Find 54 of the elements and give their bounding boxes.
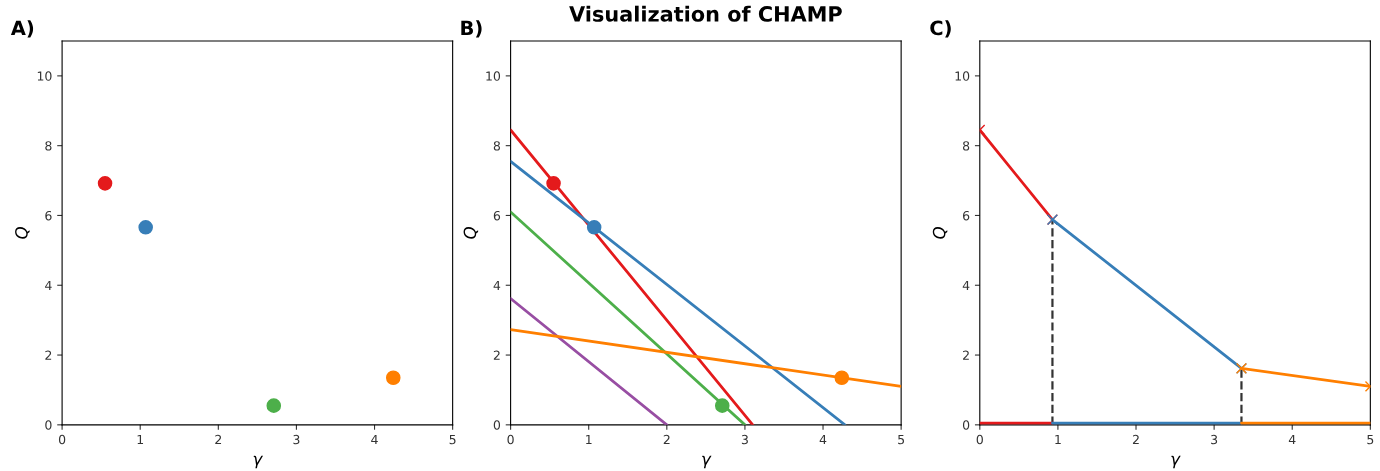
x-tick-label: 4 — [1288, 434, 1296, 445]
y-tick-label: 8 — [493, 141, 501, 151]
point — [385, 370, 401, 386]
point — [834, 370, 850, 386]
y-tick-label: 4 — [493, 280, 501, 290]
x-tick-label: 1 — [137, 434, 144, 445]
y-tick-label: 8 — [45, 141, 52, 151]
y-tick-label: 10 — [486, 71, 501, 81]
chart-title: Visualization of CHAMP — [569, 5, 842, 22]
y-tick-label: 0 — [962, 420, 970, 430]
y-axis-title: Q — [932, 227, 948, 239]
x-axis-title: γ — [253, 455, 264, 469]
x-tick-label: 1 — [586, 434, 592, 445]
x-tick-label: 5 — [1367, 434, 1374, 445]
y-tick-label: 10 — [955, 71, 970, 81]
x-tick-label: 5 — [898, 434, 905, 445]
x-tick-label: 3 — [1211, 434, 1218, 445]
y-tick-label: 6 — [45, 210, 52, 221]
point — [97, 176, 113, 191]
y-tick-label: 2 — [963, 350, 969, 360]
point — [266, 398, 282, 413]
y-tick-label: 10 — [37, 71, 52, 81]
x-axis-title: γ — [1171, 455, 1181, 469]
y-tick-label: 0 — [493, 420, 501, 430]
point — [138, 220, 153, 235]
x-tick-label: 2 — [215, 434, 222, 445]
x-axis-title: γ — [702, 455, 712, 469]
x-tick-label: 2 — [663, 434, 670, 445]
y-tick-label: 4 — [45, 280, 52, 290]
y-axis-title: Q — [463, 227, 479, 239]
text: A) — [10, 20, 34, 38]
y-tick-label: 4 — [962, 280, 970, 290]
y-tick-label: 2 — [493, 350, 500, 360]
point — [714, 398, 730, 413]
y-axis-title: Q — [15, 227, 30, 239]
x-tick-label: 3 — [293, 434, 300, 445]
y-tick-label: 6 — [493, 210, 501, 221]
x-tick-label: 0 — [507, 434, 514, 445]
x-tick-label: 2 — [1132, 434, 1139, 445]
y-tick-label: 0 — [45, 420, 52, 430]
y-tick-label: 8 — [962, 141, 970, 151]
y-tick-label: 2 — [45, 350, 52, 360]
text: C) — [930, 20, 951, 38]
text: B) — [461, 20, 482, 38]
x-tick-label: 5 — [449, 434, 456, 445]
x-tick-label: 3 — [741, 434, 748, 445]
point — [586, 220, 602, 235]
x-tick-label: 0 — [976, 434, 983, 445]
y-tick-label: 6 — [963, 210, 970, 221]
x-tick-label: 4 — [371, 434, 378, 445]
point — [546, 176, 561, 191]
x-tick-label: 4 — [819, 434, 827, 445]
x-tick-label: 1 — [1055, 434, 1061, 445]
x-tick-label: 0 — [58, 434, 66, 445]
